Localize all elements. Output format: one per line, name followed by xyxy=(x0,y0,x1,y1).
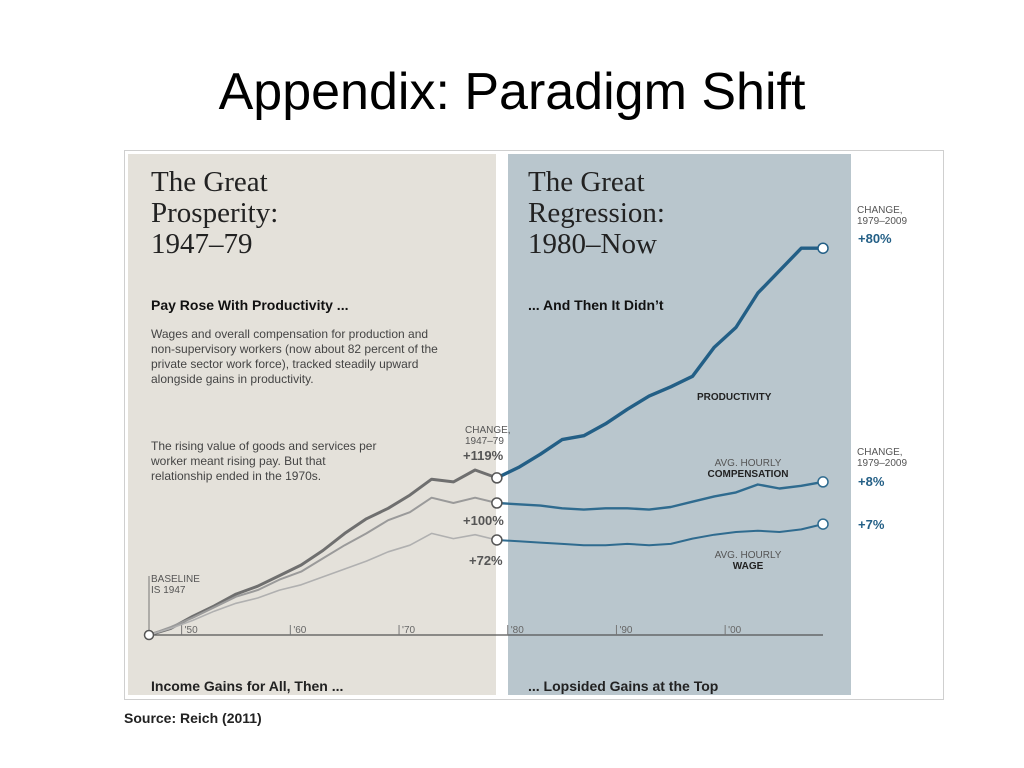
compensation-line-1980-2009 xyxy=(496,480,824,511)
compensation-2009-pct: +8% xyxy=(858,474,885,489)
left-footer: Income Gains for All, Then ... xyxy=(151,678,344,694)
right-title-line: The Great xyxy=(528,166,645,198)
x-tick-label: '50 xyxy=(185,625,198,636)
line-chart: '50 '60 '70 '80 '90 '00 xyxy=(143,242,829,641)
series-label-line: AVG. HOURLY xyxy=(714,458,782,469)
marker-1979 xyxy=(491,472,503,484)
right-subhead: ... And Then It Didn’t xyxy=(528,297,664,313)
marker-2009 xyxy=(817,518,829,530)
great-prosperity-title: The Great Prosperity: 1947–79 xyxy=(151,167,481,260)
productivity-2009-pct: +80% xyxy=(858,231,892,246)
x-tick-label: '00 xyxy=(728,625,741,636)
x-axis: '50 '60 '70 '80 '90 '00 xyxy=(148,576,823,636)
change-label-line: CHANGE, xyxy=(857,447,903,458)
marker-1979 xyxy=(491,534,503,546)
great-regression-title: The Great Regression: 1980–Now xyxy=(528,167,848,260)
right-title-line: 1980–Now xyxy=(528,228,657,260)
wage-series-label: AVG. HOURLY WAGE xyxy=(693,550,803,572)
productivity-line-1947-79 xyxy=(148,468,498,637)
change-label-line: 1979–2009 xyxy=(857,458,908,469)
baseline-label-line: BASELINE xyxy=(151,574,200,585)
chart-figure: The Great Prosperity: 1947–79 The Great … xyxy=(124,150,944,700)
left-title-line: Prosperity: xyxy=(151,197,279,229)
productivity-line-1980-2009 xyxy=(496,246,823,480)
x-tick-label: '60 xyxy=(293,625,306,636)
slide-title: Appendix: Paradigm Shift xyxy=(218,63,806,121)
series-label-line: WAGE xyxy=(732,561,764,572)
wage-line-1980-2009 xyxy=(496,523,824,547)
left-title-line: 1947–79 xyxy=(151,228,253,260)
baseline-label: BASELINE IS 1947 xyxy=(151,574,200,596)
baseline-label-line: IS 1947 xyxy=(151,585,186,596)
left-paragraph-1: Wages and overall compensation for produ… xyxy=(151,327,438,386)
left-paragraph-2: The rising value of goods and services p… xyxy=(151,439,377,483)
x-tick-label: '90 xyxy=(619,625,632,636)
series-layer xyxy=(148,246,824,637)
change-label-line: CHANGE, xyxy=(465,425,511,436)
right-title-line: Regression: xyxy=(528,197,665,229)
series-label-line: AVG. HOURLY xyxy=(714,550,782,561)
marker-2009 xyxy=(817,242,829,254)
change-label-line: 1947–79 xyxy=(465,436,504,447)
compensation-series-label: AVG. HOURLY COMPENSATION xyxy=(693,458,803,480)
baseline-marker xyxy=(143,629,155,641)
change-label-line: 1979–2009 xyxy=(857,216,908,227)
change-1947-79-label: CHANGE, 1947–79 xyxy=(465,425,511,447)
productivity-series-label: PRODUCTIVITY xyxy=(697,392,772,403)
change-label-line: CHANGE, xyxy=(857,205,903,216)
great-regression-panel xyxy=(508,154,851,695)
wage-2009-pct: +7% xyxy=(858,517,885,532)
productivity-1979-pct: +119% xyxy=(463,448,504,463)
wage-1979-pct: +72% xyxy=(469,553,503,568)
change-1979-2009-label-bottom: CHANGE, 1979–2009 xyxy=(857,447,907,469)
marker-1979 xyxy=(491,497,503,509)
compensation-1979-pct: +100% xyxy=(463,513,504,528)
change-1979-2009-label-top: CHANGE, 1979–2009 xyxy=(857,205,907,227)
x-tick-label: '70 xyxy=(402,625,415,636)
marker-2009 xyxy=(817,476,829,488)
left-title-line: The Great xyxy=(151,166,268,198)
series-label-line: COMPENSATION xyxy=(707,469,789,480)
compensation-line-1947-79 xyxy=(148,496,498,636)
great-prosperity-panel xyxy=(128,154,496,695)
marker-layer xyxy=(143,242,829,641)
right-footer: ... Lopsided Gains at the Top xyxy=(528,678,719,694)
wage-line-1947-79 xyxy=(148,532,498,636)
left-subhead: Pay Rose With Productivity ... xyxy=(151,297,349,313)
x-tick-label: '80 xyxy=(511,625,524,636)
source-note: Source: Reich (2011) xyxy=(124,710,262,726)
